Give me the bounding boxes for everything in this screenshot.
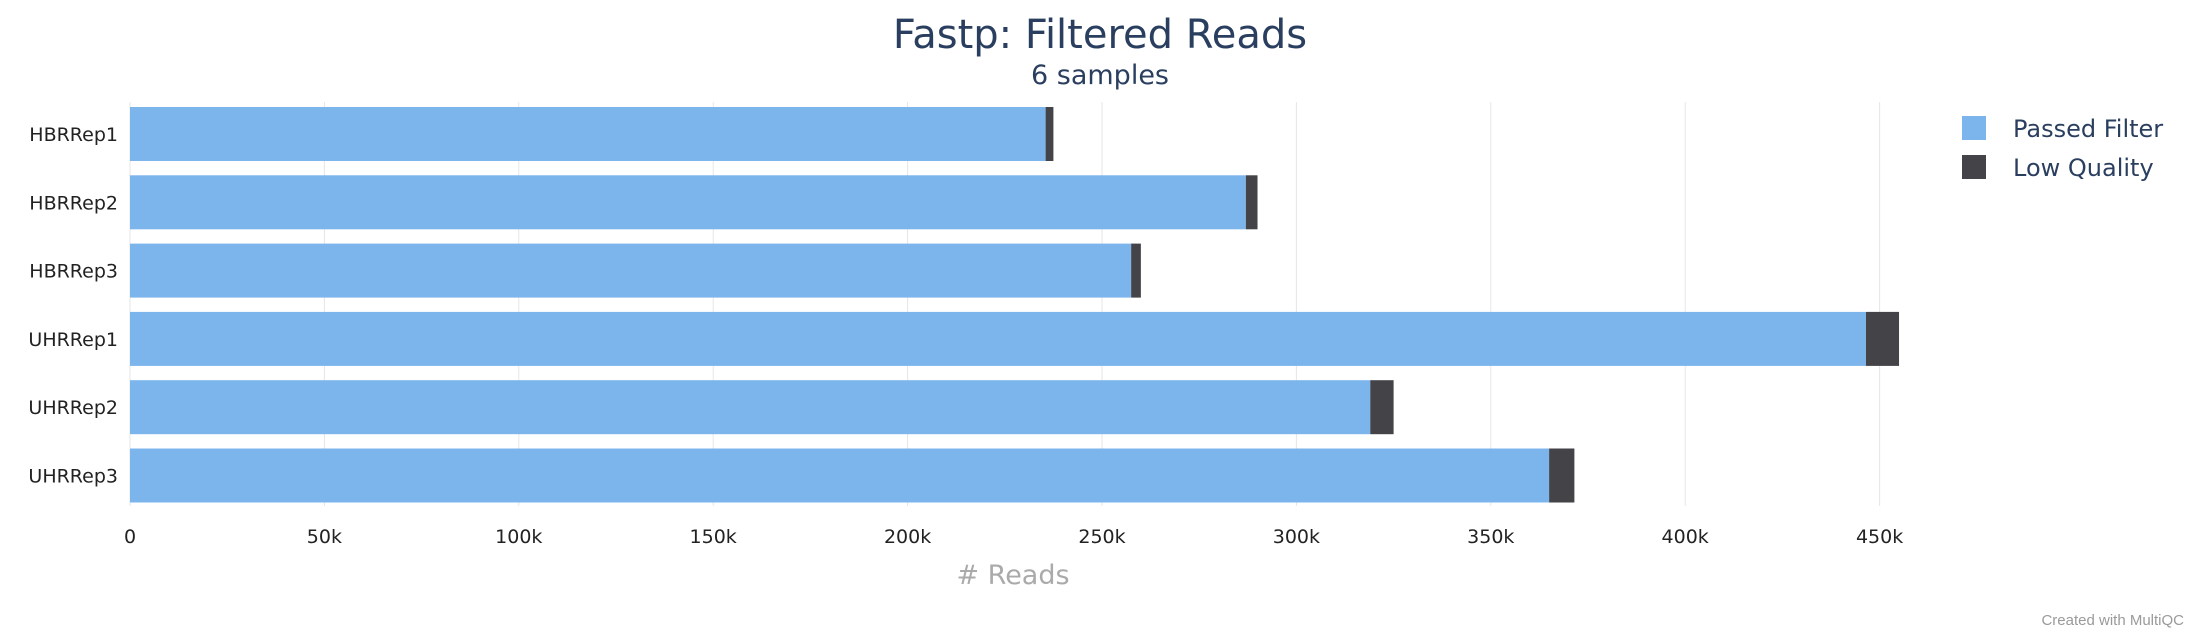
legend-swatch-passed-filter[interactable] (1962, 116, 1986, 140)
bar-UHRRep2-passed-filter[interactable] (130, 380, 1371, 435)
x-tick-label-2: 100k (495, 526, 542, 548)
bars (130, 107, 1900, 503)
x-tick-labels: 0 50k 100k 150k 200k 250k 300k 350k 400k 450k (124, 526, 1903, 548)
x-axis-title: # Reads (956, 560, 1069, 591)
gridlines (129, 102, 1881, 506)
credit-text: Created with MultiQC (2041, 612, 2184, 629)
bar-HBRRep2-passed-filter[interactable] (130, 175, 1246, 230)
legend: Passed Filter Low Quality (1962, 115, 2163, 182)
bar-UHRRep1-passed-filter[interactable] (130, 311, 1866, 366)
category-label-UHRRep2: UHRRep2 (28, 397, 118, 419)
bar-HBRRep2-low-quality[interactable] (1245, 175, 1258, 230)
x-tick-label-8: 400k (1662, 526, 1709, 548)
x-tick-label-4: 200k (884, 526, 931, 548)
legend-label-passed-filter[interactable]: Passed Filter (2013, 115, 2163, 143)
category-label-HBRRep3: HBRRep3 (29, 261, 118, 283)
x-tick-label-0: 0 (124, 526, 136, 548)
legend-swatch-low-quality[interactable] (1962, 155, 1986, 179)
x-tick-label-7: 350k (1467, 526, 1514, 548)
x-tick-label-9: 450k (1856, 526, 1903, 548)
x-tick-label-5: 250k (1078, 526, 1125, 548)
category-label-HBRRep1: HBRRep1 (29, 124, 118, 146)
bar-UHRRep3-low-quality[interactable] (1549, 448, 1575, 503)
bar-HBRRep3-low-quality[interactable] (1131, 243, 1141, 298)
category-label-UHRRep3: UHRRep3 (28, 466, 118, 488)
bar-UHRRep1-low-quality[interactable] (1865, 311, 1900, 366)
category-labels: HBRRep1 HBRRep2 HBRRep3 UHRRep1 UHRRep2 UHRRe… (28, 124, 118, 488)
x-tick-label-3: 150k (690, 526, 737, 548)
bar-HBRRep1-low-quality[interactable] (1045, 107, 1054, 161)
legend-label-low-quality[interactable]: Low Quality (2013, 154, 2154, 182)
bar-HBRRep3-passed-filter[interactable] (130, 243, 1132, 298)
category-label-HBRRep2: HBRRep2 (29, 192, 118, 214)
category-label-UHRRep1: UHRRep1 (28, 329, 118, 351)
bar-HBRRep1-passed-filter[interactable] (130, 107, 1046, 161)
x-tick-label-6: 300k (1273, 526, 1320, 548)
x-tick-label-1: 50k (307, 526, 342, 548)
chart-subtitle: 6 samples (1031, 60, 1169, 91)
bar-UHRRep2-low-quality[interactable] (1370, 380, 1394, 435)
chart-title: Fastp: Filtered Reads (893, 12, 1307, 58)
bar-UHRRep3-passed-filter[interactable] (130, 448, 1550, 503)
